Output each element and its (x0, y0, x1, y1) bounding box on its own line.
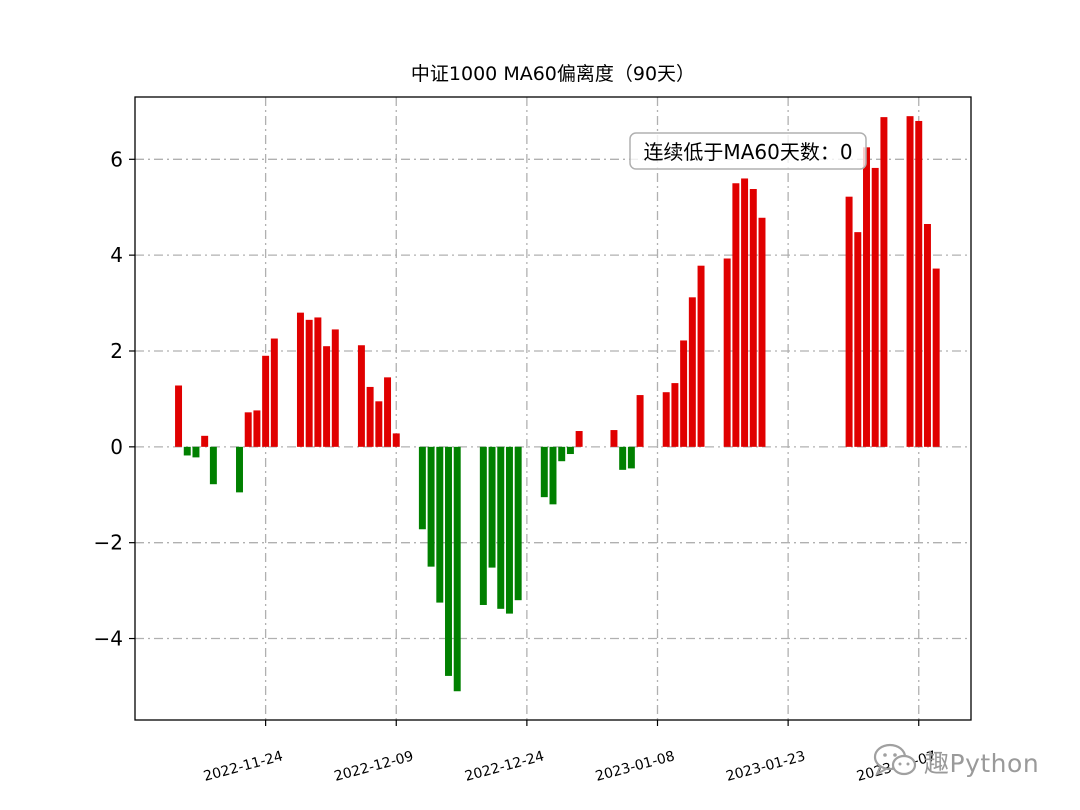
bar (183, 446, 191, 456)
bar (697, 265, 705, 447)
x-axis-ticks: 2022-11-24 2022-12-09 2022-12-24 2023-01-08… (202, 720, 938, 785)
x-tick-label: 2022-11-24 (202, 748, 285, 785)
bar (209, 446, 217, 485)
bar (436, 446, 444, 603)
bar (575, 431, 583, 447)
bar (845, 196, 853, 447)
annotation-background (629, 132, 867, 170)
bar (863, 147, 870, 447)
bar (236, 446, 243, 493)
bar (741, 178, 749, 447)
bar (296, 312, 304, 447)
bar (331, 329, 339, 447)
bar (906, 116, 914, 447)
bar (566, 446, 574, 455)
bar (262, 355, 270, 447)
bar (619, 446, 627, 470)
bar (514, 446, 522, 601)
bar (445, 446, 452, 676)
y-tick-label: 0 (110, 435, 123, 459)
bar (610, 430, 618, 447)
chart-title: 中证1000 MA60偏离度（90天） (411, 63, 695, 85)
bar (636, 395, 644, 447)
bar (627, 446, 635, 469)
bar (427, 446, 435, 567)
y-tick-label: 4 (110, 243, 123, 267)
bar (871, 167, 879, 447)
watermark: 趣Python (872, 742, 1039, 782)
bar (201, 435, 209, 447)
bar (723, 258, 731, 447)
bar (314, 317, 322, 447)
bar (366, 386, 374, 447)
bar (758, 217, 766, 447)
bar (688, 297, 696, 447)
y-axis-ticks: −4 −2 0 2 4 6 (94, 147, 135, 651)
bar (749, 189, 757, 447)
y-tick-label: 6 (110, 147, 123, 171)
bar (497, 446, 505, 609)
bar (671, 383, 679, 447)
bar (392, 433, 400, 447)
bars (175, 116, 940, 692)
bar (453, 446, 461, 692)
bar (192, 446, 200, 458)
y-tick-label: −4 (94, 627, 123, 651)
bar (880, 117, 888, 447)
bar (488, 446, 496, 568)
bar (244, 412, 252, 447)
bar (175, 385, 183, 447)
annotation-text: 连续低于MA60天数：0 (643, 140, 852, 164)
bar (732, 183, 740, 447)
bar (505, 446, 513, 614)
bar (662, 392, 670, 447)
bar (305, 319, 313, 447)
watermark-text: 趣Python (924, 749, 1040, 778)
y-tick-label: 2 (110, 339, 123, 363)
bar (923, 223, 931, 447)
bar (270, 338, 278, 447)
bar (323, 346, 331, 447)
bar (915, 120, 923, 447)
x-tick-label: 2023-01-23 (724, 748, 807, 785)
bar (932, 268, 940, 447)
bar (479, 446, 487, 605)
bar (540, 446, 548, 498)
bar (549, 446, 557, 505)
y-tick-label: −2 (94, 531, 123, 555)
bar (854, 232, 862, 447)
bar (384, 377, 392, 447)
x-tick-label: 2023-01-08 (594, 748, 677, 785)
bar (558, 446, 566, 462)
bar (253, 410, 261, 447)
bar (375, 401, 383, 447)
wechat-icon (872, 742, 918, 782)
annotation-box: 连续低于MA60天数：0 (629, 132, 867, 170)
plot-frame (134, 96, 972, 721)
x-tick-label: 2022-12-09 (333, 748, 416, 785)
bar (357, 345, 365, 447)
bar (680, 340, 688, 447)
bar (418, 446, 426, 530)
x-tick-label: 2022-12-24 (463, 748, 546, 785)
